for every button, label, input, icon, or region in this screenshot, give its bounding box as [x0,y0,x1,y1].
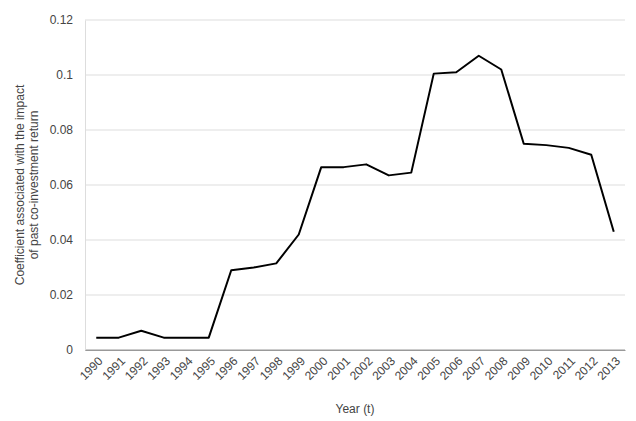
y-tick: 0.08 [50,123,85,137]
x-tick: 2002 [347,350,376,383]
x-tick: 2013 [594,350,623,383]
x-tick: 1995 [189,350,218,383]
x-tick-label: 1993 [144,354,173,383]
x-tick-label: 2005 [414,354,443,383]
y-tick: 0.1 [56,68,85,82]
x-tick-label: 2001 [324,354,353,383]
grid-line [85,130,625,131]
y-tick: 0.02 [50,288,85,302]
y-axis-title-line: of past co-investment return [27,111,41,260]
x-tick-label: 2000 [302,354,331,383]
y-axis-line [85,21,86,351]
grid-line [85,240,625,241]
x-tick-label: 2010 [527,354,556,383]
y-tick-label: 0.1 [56,68,73,82]
x-tick-label: 2013 [594,354,623,383]
grid-line [85,185,625,186]
chart: 0 0.02 0.04 0.06 0.08 0.1 0.12 1990199119921993… [0,0,636,421]
grid-line [85,20,625,21]
x-tick: 2011 [550,350,578,382]
x-tick-label: 2011 [550,354,578,382]
x-tick-label: 2012 [572,354,601,383]
x-tick-label: 2003 [369,354,398,383]
y-tick: 0.04 [50,233,85,247]
line [96,56,614,338]
x-tick-label: 2006 [437,354,466,383]
y-axis: 0 0.02 0.04 0.06 0.08 0.1 0.12 [50,13,86,357]
y-tick-label: 0.12 [50,13,74,27]
y-tick-label: 0.04 [50,233,74,247]
x-tick: 2010 [527,350,556,383]
x-tick-label: 1997 [234,354,263,383]
grid-line [85,350,625,351]
x-tick: 1997 [234,350,263,383]
x-tick: 2005 [414,350,443,383]
x-tick: 2000 [302,350,331,383]
x-tick: 1996 [212,350,241,383]
x-tick: 1990 [77,350,106,383]
x-tick-label: 1999 [279,354,308,383]
x-tick: 1992 [122,350,151,383]
x-tick-label: 1998 [257,354,286,383]
x-tick-label: 2007 [459,354,488,383]
x-tick-label: 1992 [122,354,151,383]
x-tick-label: 1990 [77,354,106,383]
y-axis-title-line: Coefficient associated with the impact [13,84,27,285]
y-tick-label: 0 [66,343,73,357]
x-tick: 2006 [437,350,466,383]
x-tick-label: 2002 [347,354,376,383]
x-tick: 2003 [369,350,398,383]
x-axis-title: Year (t) [336,402,375,416]
x-tick: 1993 [144,350,173,383]
y-tick-label: 0.02 [50,288,74,302]
x-tick: 2009 [504,350,533,383]
x-tick: 2012 [572,350,601,383]
x-tick: 1999 [279,350,308,383]
y-tick-label: 0.08 [50,123,74,137]
x-tick-label: 1994 [167,354,196,383]
x-tick-label: 1995 [189,354,218,383]
x-tick: 2001 [324,350,353,383]
y-tick: 0.06 [50,178,85,192]
x-tick: 1991 [99,350,128,383]
x-axis-line [86,350,626,351]
x-tick-label: 2008 [482,354,511,383]
x-tick: 2004 [392,350,421,383]
y-axis-title: Coefficient associated with the impactof… [13,84,41,285]
grid-line [85,75,625,76]
y-tick: 0.12 [50,13,85,27]
plot-area: 0 0.02 0.04 0.06 0.08 0.1 0.12 1990199119921993… [50,13,626,383]
x-tick-label: 2009 [504,354,533,383]
x-tick: 2007 [459,350,488,383]
grid-line [85,295,625,296]
y-tick-label: 0.06 [50,178,74,192]
x-tick: 1994 [167,350,196,383]
x-tick-label: 2004 [392,354,421,383]
x-axis: 1990199119921993199419951996199719981999… [77,350,626,383]
x-tick-label: 1996 [212,354,241,383]
y-tick: 0 [66,343,85,357]
x-tick: 2008 [482,350,511,383]
grid [85,20,625,350]
x-tick: 1998 [257,350,286,383]
series [96,56,614,338]
x-tick-label: 1991 [99,354,128,383]
